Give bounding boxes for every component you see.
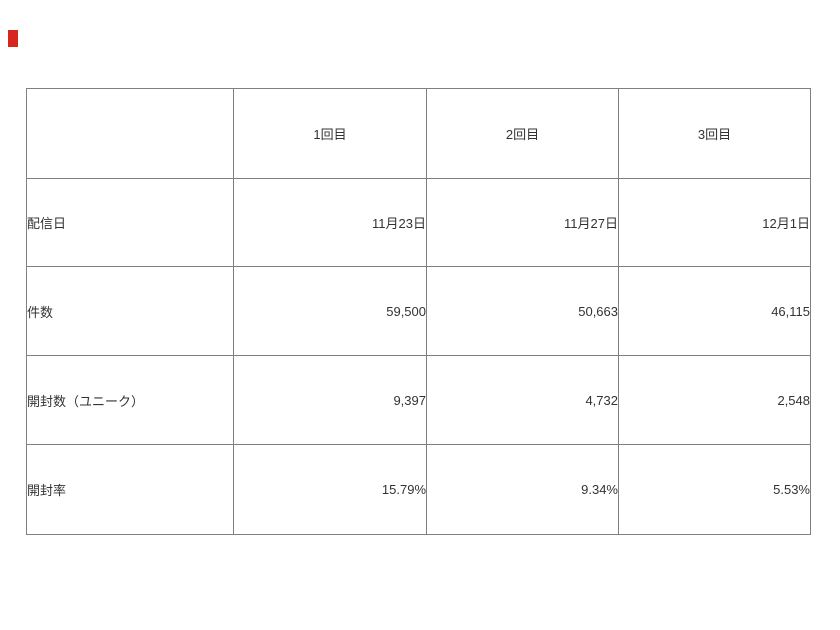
cell-value: 9.34% [426,444,619,535]
cell-value: 9,397 [233,355,427,445]
cell-value: 59,500 [233,266,427,356]
col-header-3: 3回目 [618,88,811,179]
cell-value: 2,548 [618,355,811,445]
stats-table: 1回目 2回目 3回目 配信日 11月23日 11月27日 12月1日 件数 5… [26,88,811,535]
row-label: 件数 [26,266,234,356]
red-marker [8,30,18,47]
table-row-open-rate: 開封率 15.79% 9.34% 5.53% [26,444,811,535]
table-row-sent-count: 件数 59,500 50,663 46,115 [26,266,811,356]
col-header-1: 1回目 [233,88,427,179]
row-label: 配信日 [26,178,234,267]
cell-value: 5.53% [618,444,811,535]
table-row-delivery-date: 配信日 11月23日 11月27日 12月1日 [26,178,811,267]
col-header-2: 2回目 [426,88,619,179]
cell-value: 12月1日 [618,178,811,267]
cell-value: 11月27日 [426,178,619,267]
header-row: 1回目 2回目 3回目 [26,88,811,179]
table-row-unique-opens: 開封数（ユニーク） 9,397 4,732 2,548 [26,355,811,445]
cell-value: 46,115 [618,266,811,356]
cell-value: 4,732 [426,355,619,445]
cell-value: 50,663 [426,266,619,356]
row-label: 開封数（ユニーク） [26,355,234,445]
corner-cell [26,88,234,179]
row-label: 開封率 [26,444,234,535]
cell-value: 11月23日 [233,178,427,267]
cell-value: 15.79% [233,444,427,535]
